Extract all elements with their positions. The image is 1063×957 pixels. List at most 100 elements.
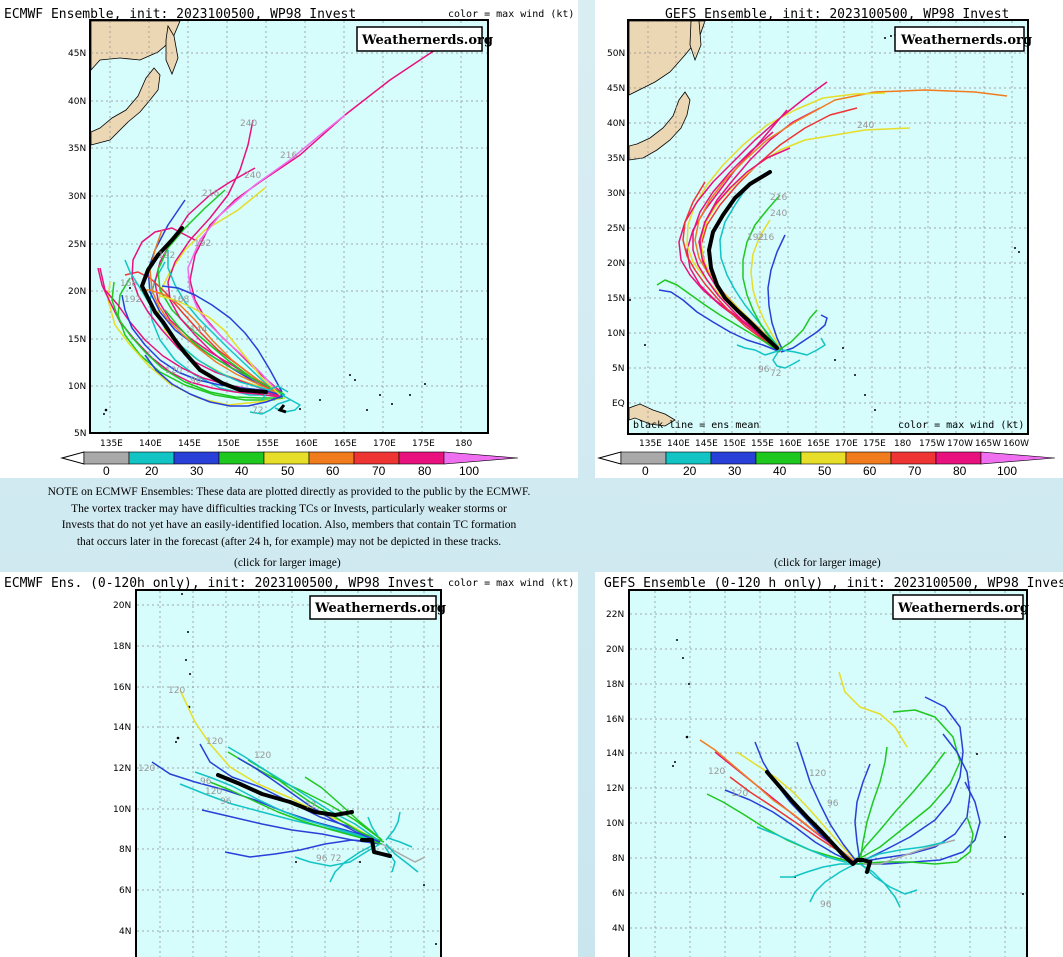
svg-text:18N: 18N	[113, 642, 131, 652]
svg-text:0: 0	[103, 464, 110, 478]
svg-text:135E: 135E	[639, 439, 662, 449]
small-islands	[103, 287, 426, 415]
map-gridlines	[630, 591, 1026, 957]
ocean-background	[135, 589, 442, 957]
svg-text:140E: 140E	[139, 439, 162, 449]
svg-text:135E: 135E	[100, 439, 123, 449]
forecast-hour-labels: 240 216 240 192 216 96 72	[747, 121, 874, 379]
ecmwf-120h-panel[interactable]: ECMWF Ens. (0-120h only), init: 20231005…	[0, 572, 578, 957]
svg-text:6N: 6N	[612, 889, 624, 899]
svg-text:80: 80	[953, 464, 967, 478]
svg-text:155E: 155E	[751, 439, 774, 449]
new-guinea-land	[628, 403, 676, 427]
svg-text:192: 192	[194, 239, 211, 249]
svg-text:40: 40	[235, 464, 249, 478]
click-for-larger-image-link-right[interactable]: (click for larger image)	[774, 557, 881, 569]
svg-text:180: 180	[894, 439, 911, 449]
longitude-labels: 135E 140E 145E 150E 155E 160E 165E 170E …	[100, 439, 472, 449]
svg-text:150E: 150E	[217, 439, 240, 449]
svg-text:35N: 35N	[607, 154, 625, 164]
svg-text:160E: 160E	[779, 439, 802, 449]
svg-text:40: 40	[773, 464, 787, 478]
svg-text:16N: 16N	[606, 715, 624, 725]
latitude-labels: 50N 45N 40N 35N 30N 25N 20N 15N 10N 5N E…	[607, 49, 625, 409]
ensemble-mean-track	[216, 773, 354, 817]
svg-text:12N: 12N	[606, 784, 624, 794]
svg-text:12N: 12N	[113, 764, 131, 774]
svg-text:170E: 170E	[835, 439, 858, 449]
svg-text:80: 80	[418, 464, 432, 478]
svg-text:192: 192	[124, 295, 141, 305]
panel-title: GEFS Ensemble (0-120 h only) , init: 202…	[604, 576, 1063, 591]
svg-text:120: 120	[165, 366, 182, 376]
svg-text:240: 240	[240, 119, 257, 129]
svg-text:20N: 20N	[113, 601, 131, 611]
note-line: Invests that do not yet have an easily-i…	[61, 519, 517, 531]
note-line: that occurs later in the forecast (after…	[76, 535, 502, 548]
svg-text:50: 50	[281, 464, 295, 478]
ensemble-mean-track	[765, 770, 865, 866]
svg-text:10N: 10N	[606, 819, 624, 829]
svg-text:155E: 155E	[256, 439, 279, 449]
svg-text:240: 240	[244, 171, 261, 181]
svg-text:40N: 40N	[68, 97, 86, 107]
panel-title: ECMWF Ensemble, init: 2023100500, WP98 I…	[4, 7, 356, 22]
ecmwf-ensemble-map[interactable]: ECMWF Ensemble, init: 2023100500, WP98 I…	[0, 0, 578, 478]
svg-text:5N: 5N	[612, 364, 624, 374]
svg-text:70: 70	[908, 464, 922, 478]
svg-text:140E: 140E	[667, 439, 690, 449]
svg-text:40N: 40N	[607, 119, 625, 129]
svg-text:20N: 20N	[606, 645, 624, 655]
svg-text:10N: 10N	[607, 329, 625, 339]
ecmwf-ensemble-panel[interactable]: ECMWF Ensemble, init: 2023100500, WP98 I…	[0, 0, 578, 478]
svg-text:216: 216	[757, 233, 774, 243]
svg-text:175E: 175E	[863, 439, 886, 449]
svg-text:150E: 150E	[723, 439, 746, 449]
svg-text:216: 216	[202, 189, 219, 199]
svg-text:8N: 8N	[119, 845, 131, 855]
latitude-labels: 20N 18N 16N 14N 12N 10N 8N 6N 4N	[113, 601, 131, 937]
brand-box	[356, 26, 483, 52]
svg-text:192: 192	[158, 251, 175, 261]
sakhalin-land	[165, 24, 179, 76]
gefs-ensemble-panel[interactable]: GEFS Ensemble, init: 2023100500, WP98 In…	[595, 0, 1063, 478]
gefs-120h-map[interactable]: GEFS Ensemble (0-120 h only) , init: 202…	[595, 572, 1063, 957]
svg-text:30N: 30N	[68, 192, 86, 202]
svg-text:15N: 15N	[68, 335, 86, 345]
svg-text:192: 192	[747, 233, 764, 243]
svg-text:120: 120	[205, 787, 222, 797]
brand-label: Weathernerds.org	[361, 33, 493, 48]
svg-text:120: 120	[206, 737, 223, 747]
gefs-ensemble-map[interactable]: GEFS Ensemble, init: 2023100500, WP98 In…	[595, 0, 1063, 478]
ensemble-member-tracks	[151, 689, 426, 883]
color-legend-label: color = max wind (kt)	[448, 578, 574, 589]
brand-label: Weathernerds.org	[897, 601, 1029, 616]
svg-text:96: 96	[827, 799, 839, 809]
svg-text:170E: 170E	[373, 439, 396, 449]
japan-land	[628, 91, 691, 161]
svg-text:72: 72	[330, 854, 341, 864]
svg-text:EQ: EQ	[612, 399, 625, 409]
brand-box	[309, 595, 437, 620]
ensemble-mean-hook	[277, 404, 287, 414]
svg-text:165E: 165E	[334, 439, 357, 449]
ensemble-mean-hook	[861, 858, 873, 874]
wind-color-scale: 0 20 30 40 50 60 70 80 100	[597, 451, 1056, 478]
svg-text:170W: 170W	[947, 439, 973, 449]
click-for-larger-image-link-left[interactable]: (click for larger image)	[234, 557, 341, 569]
color-legend-label: color = max wind (kt)	[898, 420, 1024, 431]
svg-text:168: 168	[120, 279, 137, 289]
latitude-labels: 45N 40N 35N 30N 25N 20N 15N 10N 5N	[68, 49, 86, 439]
svg-text:120: 120	[731, 789, 748, 799]
forecast-hour-labels: 120 120 120 96 96	[708, 767, 839, 910]
japan-land	[90, 67, 161, 146]
ensemble-mean-track	[140, 226, 268, 394]
ecmwf-120h-map[interactable]: ECMWF Ens. (0-120h only), init: 20231005…	[0, 572, 578, 957]
panel-title: ECMWF Ens. (0-120h only), init: 20231005…	[4, 576, 434, 591]
svg-text:14N: 14N	[113, 723, 131, 733]
color-legend-label: color = max wind (kt)	[448, 9, 574, 20]
svg-text:120: 120	[168, 686, 185, 696]
svg-text:180: 180	[455, 439, 472, 449]
svg-text:14N: 14N	[606, 749, 624, 759]
gefs-120h-panel[interactable]: GEFS Ensemble (0-120 h only) , init: 202…	[595, 572, 1063, 957]
